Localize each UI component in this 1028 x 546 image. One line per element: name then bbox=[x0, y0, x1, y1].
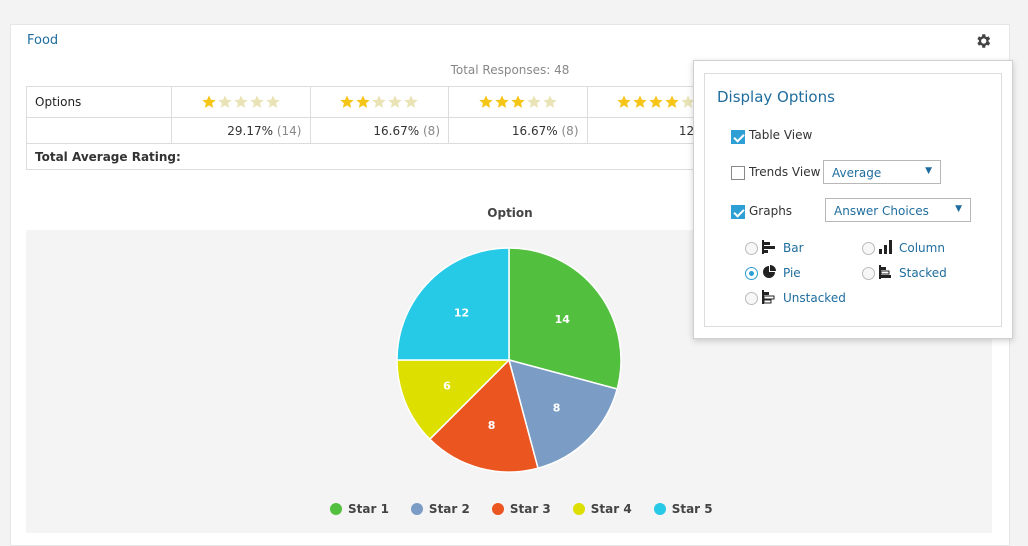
table-header-row: Options bbox=[26, 86, 726, 118]
star-icon bbox=[202, 95, 216, 108]
pie-slice-star-1[interactable] bbox=[508, 247, 622, 390]
legend-label: Star 4 bbox=[590, 502, 632, 516]
empty-cell bbox=[26, 117, 172, 144]
column-chart-icon bbox=[879, 240, 892, 254]
column-label[interactable]: Column bbox=[899, 241, 945, 255]
unstacked-chart-icon bbox=[762, 290, 775, 304]
pie-chart: 14 8 8 6 12 bbox=[396, 247, 622, 473]
star-icon bbox=[649, 95, 663, 108]
pie-slice-star-4[interactable] bbox=[396, 359, 511, 441]
pie-slice-star-2[interactable] bbox=[507, 358, 619, 470]
pie-slice-star-3[interactable] bbox=[428, 358, 539, 473]
trends-view-select[interactable]: Average ▼ bbox=[823, 160, 941, 184]
stacked-radio[interactable] bbox=[862, 267, 875, 280]
pie-radio[interactable] bbox=[745, 267, 758, 280]
legend-swatch bbox=[330, 503, 342, 515]
pie-data-label: 12 bbox=[454, 306, 469, 319]
star-icon bbox=[633, 95, 647, 108]
stacked-label[interactable]: Stacked bbox=[899, 266, 947, 280]
bar-label[interactable]: Bar bbox=[783, 241, 804, 255]
stacked-chart-icon bbox=[879, 265, 891, 279]
chevron-down-icon: ▼ bbox=[925, 166, 932, 176]
star-icon bbox=[250, 95, 264, 108]
legend-label: Star 5 bbox=[671, 502, 713, 516]
chevron-down-icon: ▼ bbox=[955, 204, 962, 214]
graphs-label: Graphs bbox=[749, 204, 793, 218]
options-header: Options bbox=[26, 86, 172, 118]
star-icon bbox=[340, 95, 354, 108]
star-icon bbox=[372, 95, 386, 108]
legend-swatch bbox=[653, 503, 666, 515]
star-icon bbox=[495, 95, 509, 108]
pie-data-label: 14 bbox=[555, 313, 571, 326]
legend-item[interactable]: Star 1 bbox=[330, 500, 389, 518]
star-icon bbox=[404, 95, 418, 108]
star-icon bbox=[388, 95, 402, 108]
pie-data-label: 6 bbox=[443, 380, 451, 393]
table-row: 29.17% (14) 16.67% (8) 16.67% (8) 12.5% bbox=[26, 117, 726, 144]
star-icon bbox=[665, 95, 679, 108]
legend-swatch bbox=[572, 503, 585, 515]
total-responses: Total Responses: 48 bbox=[450, 63, 570, 77]
star-icon bbox=[681, 95, 695, 108]
legend-item[interactable]: Star 4 bbox=[572, 500, 632, 518]
pie-chart-icon bbox=[763, 265, 776, 278]
pie-data-label: 8 bbox=[553, 402, 561, 415]
pie-data-label: 8 bbox=[488, 419, 496, 432]
star-icon bbox=[511, 95, 525, 108]
percent-cell-3: 16.67% (8) bbox=[448, 117, 588, 144]
unstacked-radio[interactable] bbox=[745, 292, 758, 305]
column-radio[interactable] bbox=[862, 242, 875, 255]
chart-legend: Star 1 Star 2 Star 3 Star 4 Star 5 bbox=[330, 500, 713, 518]
legend-label: Star 3 bbox=[509, 502, 551, 516]
percent-cell-2: 16.67% (8) bbox=[309, 117, 449, 144]
star-icon bbox=[356, 95, 370, 108]
display-options-popup: Display Options Table View Trends View A… bbox=[693, 60, 1013, 339]
table-view-label: Table View bbox=[749, 128, 813, 142]
star-icon bbox=[234, 95, 248, 108]
unstacked-label[interactable]: Unstacked bbox=[783, 291, 846, 305]
legend-label: Star 1 bbox=[348, 502, 389, 516]
trends-view-checkbox[interactable] bbox=[731, 166, 745, 180]
bar-chart-icon bbox=[762, 240, 775, 254]
stars-cell-1 bbox=[171, 86, 311, 118]
bar-radio[interactable] bbox=[745, 242, 758, 255]
legend-swatch bbox=[410, 503, 423, 515]
gear-icon[interactable] bbox=[974, 32, 992, 50]
legend-swatch bbox=[491, 503, 504, 515]
ratings-table: Options 29.17% (14) 16.67% (8) 16.67% (8… bbox=[26, 86, 726, 170]
legend-item[interactable]: Star 2 bbox=[410, 500, 470, 518]
star-icon bbox=[218, 95, 232, 108]
panel-title: Food bbox=[27, 33, 59, 48]
legend-item[interactable]: Star 5 bbox=[653, 500, 713, 518]
star-icon bbox=[617, 95, 631, 108]
stars-cell-2 bbox=[309, 86, 449, 118]
stars-cell-3 bbox=[448, 86, 588, 118]
chart-title: Option bbox=[487, 206, 533, 220]
legend-item[interactable]: Star 3 bbox=[491, 500, 551, 518]
total-average-label: Total Average Rating: bbox=[26, 143, 726, 170]
legend-label: Star 2 bbox=[428, 502, 470, 516]
graphs-checkbox[interactable] bbox=[731, 205, 745, 219]
star-icon bbox=[266, 95, 280, 108]
display-options-title: Display Options bbox=[717, 88, 835, 106]
display-options-box: Display Options Table View Trends View A… bbox=[704, 73, 1002, 327]
percent-cell-1: 29.17% (14) bbox=[171, 117, 311, 144]
star-icon bbox=[527, 95, 541, 108]
star-icon bbox=[479, 95, 493, 108]
table-view-checkbox[interactable] bbox=[731, 130, 745, 144]
star-icon bbox=[543, 95, 557, 108]
pie-slice-star-5[interactable] bbox=[396, 247, 510, 361]
trends-view-label: Trends View bbox=[749, 165, 821, 179]
pie-label[interactable]: Pie bbox=[783, 266, 801, 280]
graphs-select[interactable]: Answer Choices ▼ bbox=[825, 198, 971, 222]
table-row: Total Average Rating: bbox=[26, 143, 726, 170]
